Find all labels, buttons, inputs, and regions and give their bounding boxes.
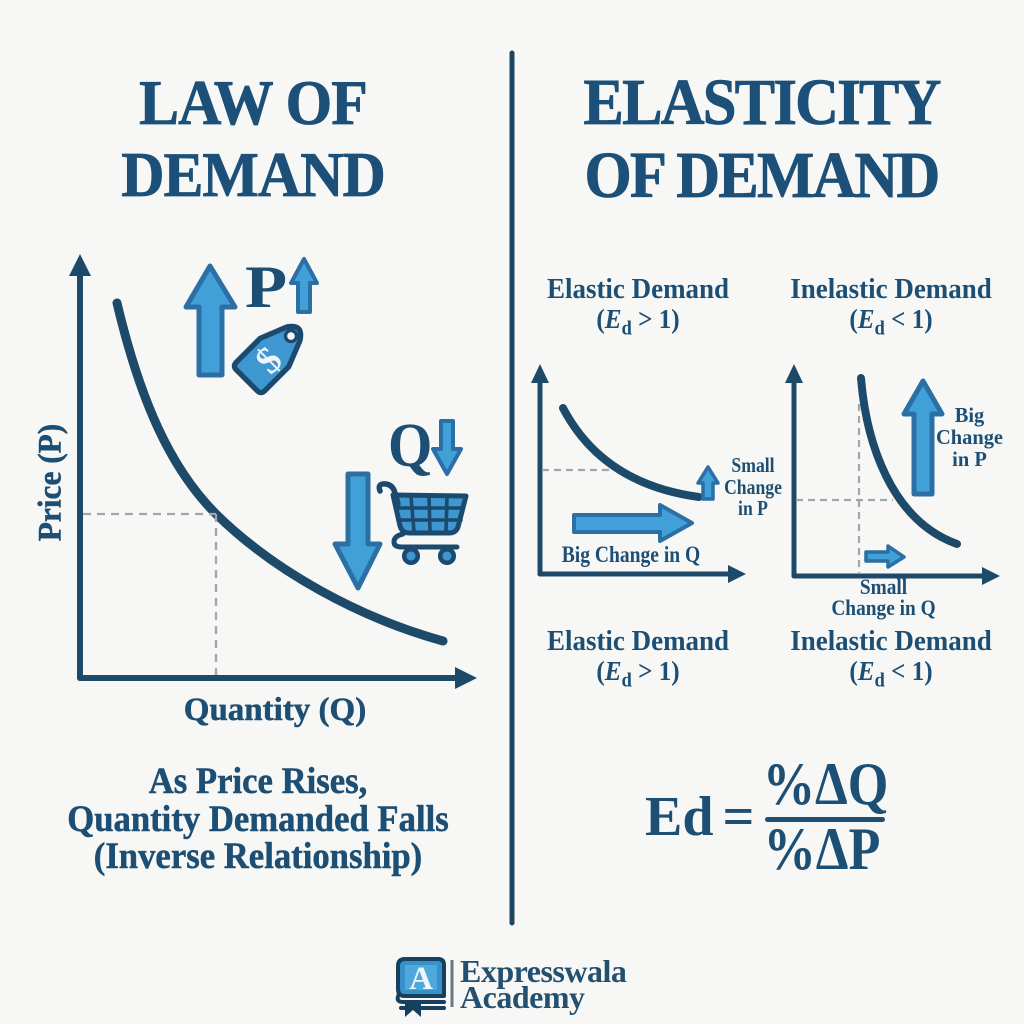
svg-text:A: A: [409, 961, 433, 997]
